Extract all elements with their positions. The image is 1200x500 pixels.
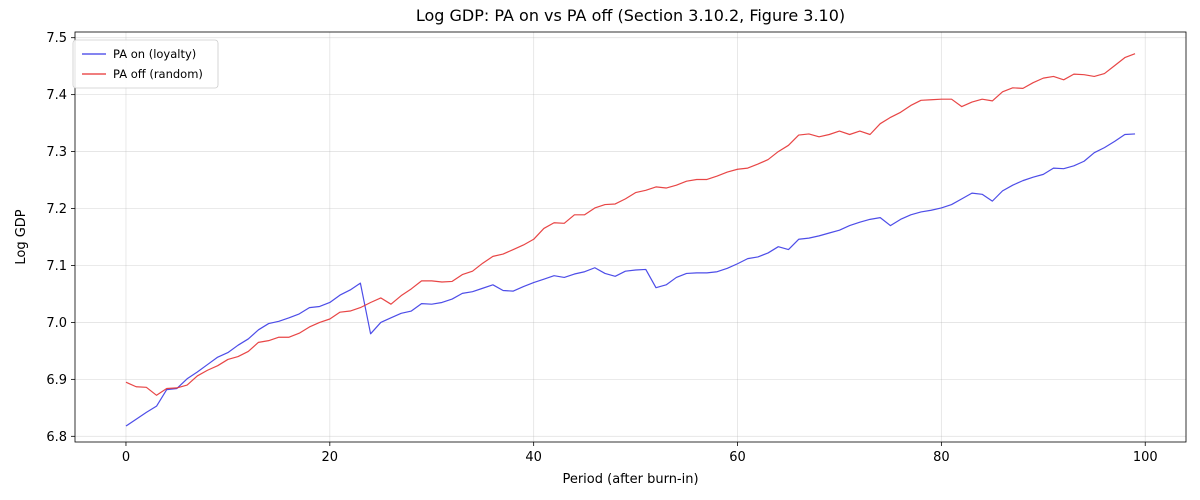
- x-tick-label: 20: [322, 450, 339, 465]
- y-tick-label: 6.8: [46, 430, 67, 445]
- axis-ticks: 0 20 40 60 80 100 6.8 6.9 7.0 7.1 7.2 7.3 7.4 7.5: [46, 31, 1157, 465]
- legend-label: PA off (random): [113, 67, 203, 81]
- series-lines: [125, 53, 1136, 427]
- legend: PA on (loyalty) PA off (random): [72, 39, 219, 89]
- plot-area-frame: [74, 31, 1187, 443]
- x-tick-label: 40: [525, 450, 542, 465]
- y-tick-label: 7.4: [46, 88, 67, 103]
- series-line-1: [125, 133, 1136, 427]
- x-tick-label: 60: [729, 450, 746, 465]
- legend-label: PA on (loyalty): [113, 47, 196, 61]
- x-tick-label: 80: [933, 450, 950, 465]
- x-axis-title: Period (after burn-in): [562, 472, 698, 487]
- legend-box: [72, 39, 219, 89]
- y-tick-label: 7.2: [46, 202, 67, 217]
- grid-lines: [75, 32, 1186, 442]
- y-tick-label: 7.0: [46, 316, 67, 331]
- y-tick-label: 7.5: [46, 31, 67, 46]
- y-tick-label: 6.9: [46, 373, 67, 388]
- series-line-2: [125, 53, 1136, 396]
- y-tick-label: 7.1: [46, 259, 67, 274]
- x-tick-label: 100: [1133, 450, 1158, 465]
- y-axis-title: Log GDP: [14, 209, 29, 264]
- chart-title: Log GDP: PA on vs PA off (Section 3.10.2…: [416, 6, 845, 25]
- x-tick-label: 0: [122, 450, 130, 465]
- y-tick-label: 7.3: [46, 145, 67, 160]
